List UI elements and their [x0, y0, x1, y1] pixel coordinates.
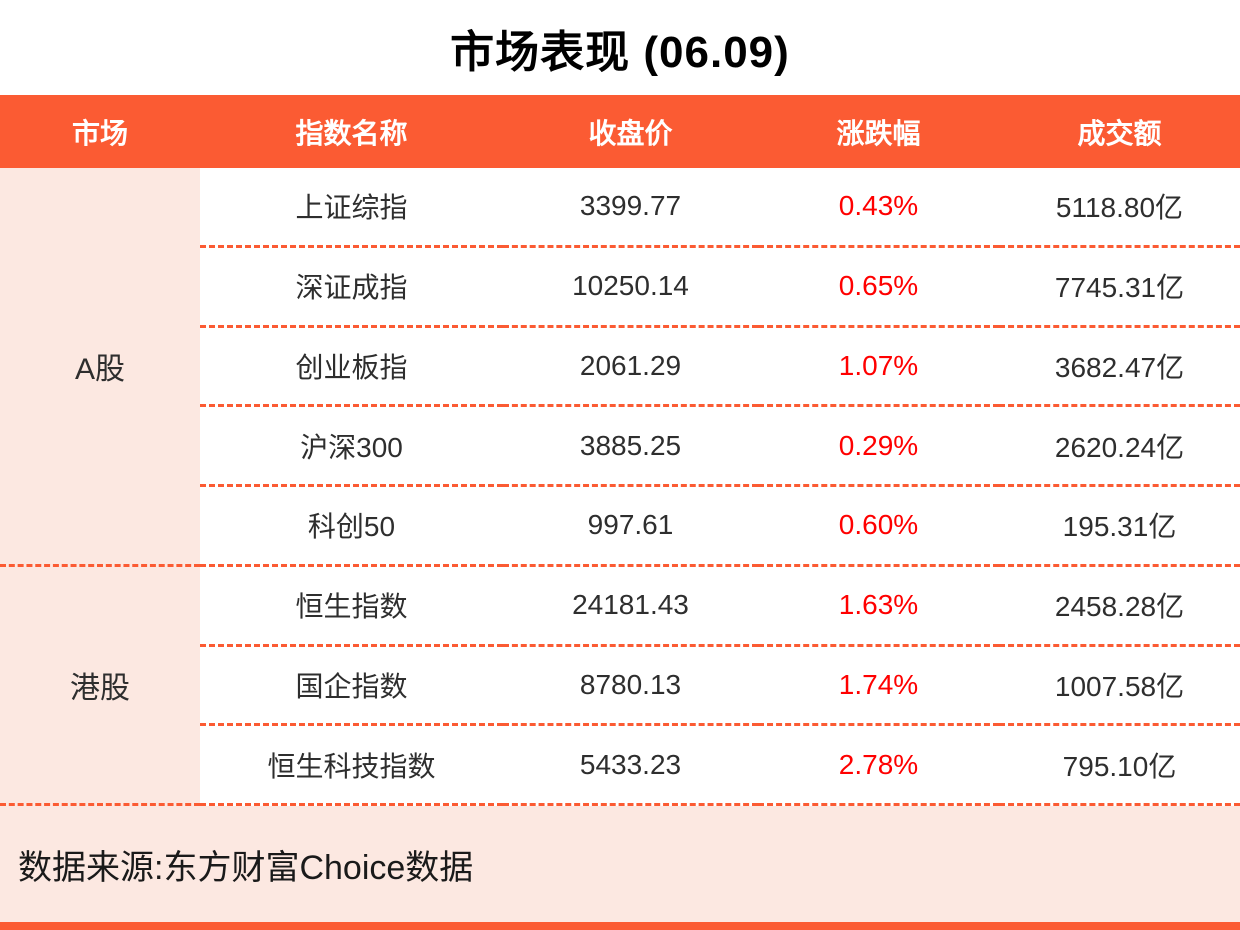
change-percent-cell: 0.29% [758, 407, 999, 487]
market-group-label: A股 [0, 168, 200, 567]
close-price-cell: 3885.25 [503, 407, 758, 487]
turnover-cell: 2458.28亿 [999, 567, 1240, 647]
index-name-cell: 科创50 [200, 487, 503, 567]
turnover-cell: 7745.31亿 [999, 248, 1240, 328]
index-name-cell: 恒生科技指数 [200, 726, 503, 806]
table-header-row: 市场 指数名称 收盘价 涨跌幅 成交额 [0, 95, 1240, 168]
index-name-cell: 上证综指 [200, 168, 503, 248]
index-name-cell: 创业板指 [200, 328, 503, 408]
close-price-cell: 997.61 [503, 487, 758, 567]
header-change-percent: 涨跌幅 [836, 117, 921, 149]
change-percent-cell: 1.74% [758, 647, 999, 727]
footer: 数据来源:东方财富Choice数据 [0, 806, 1240, 922]
index-name-cell: 国企指数 [200, 647, 503, 727]
change-percent-cell: 0.65% [758, 248, 999, 328]
index-name-cell: 恒生指数 [200, 567, 503, 647]
change-percent-cell: 0.60% [758, 487, 999, 567]
turnover-cell: 1007.58亿 [999, 647, 1240, 727]
page-title: 市场表现 (06.09) [450, 27, 790, 77]
close-price-cell: 24181.43 [503, 567, 758, 647]
close-price-cell: 8780.13 [503, 647, 758, 727]
change-percent-cell: 2.78% [758, 726, 999, 806]
header-index-name: 指数名称 [295, 117, 408, 149]
header-market: 市场 [71, 117, 128, 149]
index-name-cell: 沪深300 [200, 407, 503, 487]
change-percent-cell: 1.63% [758, 567, 999, 647]
turnover-cell: 195.31亿 [999, 487, 1240, 567]
close-price-cell: 5433.23 [503, 726, 758, 806]
data-source-label: 数据来源:东方财富Choice数据 [18, 848, 474, 887]
table-body: A股 上证综指 3399.77 0.43% 5118.80亿 深证成指 10250.14 0.… [0, 168, 1240, 806]
close-price-cell: 3399.77 [503, 168, 758, 248]
change-percent-cell: 0.43% [758, 168, 999, 248]
header-turnover: 成交额 [1077, 117, 1162, 149]
turnover-cell: 795.10亿 [999, 726, 1240, 806]
close-price-cell: 10250.14 [503, 248, 758, 328]
change-percent-cell: 1.07% [758, 328, 999, 408]
title-bar: 市场表现 (06.09) [0, 0, 1240, 95]
bottom-accent-bar [0, 922, 1240, 930]
header-close-price: 收盘价 [588, 117, 673, 149]
turnover-cell: 5118.80亿 [999, 168, 1240, 248]
close-price-cell: 2061.29 [503, 328, 758, 408]
market-group-label: 港股 [0, 566, 200, 806]
index-name-cell: 深证成指 [200, 248, 503, 328]
turnover-cell: 3682.47亿 [999, 328, 1240, 408]
turnover-cell: 2620.24亿 [999, 407, 1240, 487]
